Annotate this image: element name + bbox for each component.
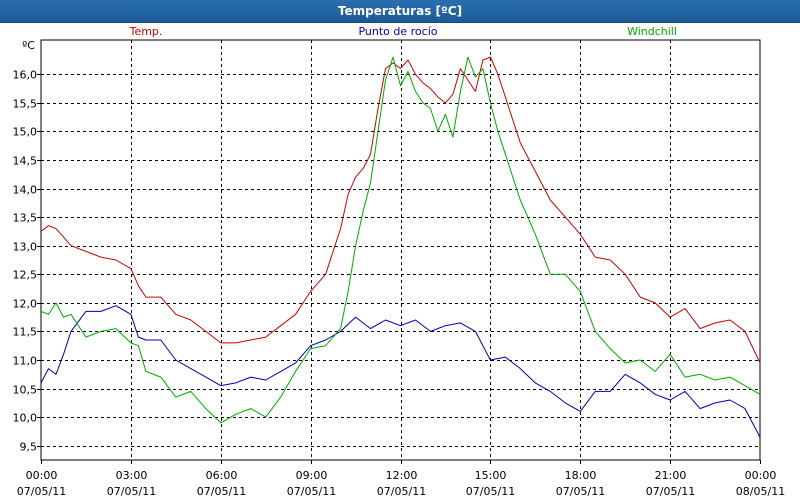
legend-item-temp-: Temp. — [129, 25, 163, 38]
y-tick-label: 12,5 — [13, 269, 38, 282]
y-tick-label: 10,5 — [13, 384, 38, 397]
y-tick-label: 13,0 — [13, 241, 38, 254]
y-tick-label: 16,0 — [13, 69, 38, 82]
y-tick-label: 13,5 — [13, 212, 38, 225]
chart-series — [40, 56, 761, 438]
y-tick-label: 15,5 — [13, 98, 38, 111]
series-line-windchill — [40, 56, 761, 424]
x-tick-time-label: 15:00 — [475, 469, 507, 482]
x-tick-time-label: 06:00 — [206, 469, 238, 482]
y-tick-label: 11,0 — [13, 355, 38, 368]
chart-axes: 9,5 10,0 10,5 11,0 11,5 12,0 12,5 13,0 13,5 14,0 1… — [13, 39, 786, 498]
chart-legend: Temp. Punto de rocío Windchill — [129, 25, 677, 38]
x-tick-time-label: 12:00 — [386, 469, 418, 482]
y-tick-label: 11,5 — [13, 326, 38, 339]
series-line-punto-de-roc-o — [40, 305, 761, 438]
x-tick-date-label: 07/05/11 — [556, 485, 605, 498]
x-tick-time-label: 18:00 — [565, 469, 597, 482]
legend-item-punto-de-roc-o: Punto de rocío — [358, 25, 437, 38]
x-tick-date-label: 07/05/11 — [646, 485, 695, 498]
x-tick-date-label: 07/05/11 — [107, 485, 156, 498]
series-line-temp- — [40, 56, 761, 364]
x-tick-time-label: 09:00 — [296, 469, 328, 482]
x-tick-date-label: 07/05/11 — [197, 485, 246, 498]
x-tick-date-label: 08/05/11 — [736, 485, 785, 498]
y-tick-label: 12,0 — [13, 298, 38, 311]
x-tick-time-label: 00:00 — [26, 469, 58, 482]
x-tick-date-label: 07/05/11 — [466, 485, 515, 498]
chart-title: Temperaturas [ºC] — [0, 0, 800, 23]
x-tick-date-label: 07/05/11 — [287, 485, 336, 498]
y-tick-label: 10,0 — [13, 412, 38, 425]
y-tick-label: 9,5 — [20, 441, 38, 454]
x-tick-time-label: 00:00 — [745, 469, 777, 482]
y-tick-label: 15,0 — [13, 126, 38, 139]
y-axis-label: ºC — [22, 39, 35, 52]
y-tick-label: 14,0 — [13, 184, 38, 197]
x-tick-date-label: 07/05/11 — [377, 485, 426, 498]
chart-grid — [41, 40, 760, 460]
x-tick-date-label: 07/05/11 — [17, 485, 66, 498]
plot-frame — [40, 39, 761, 461]
x-tick-time-label: 03:00 — [116, 469, 148, 482]
legend-item-windchill: Windchill — [627, 25, 677, 38]
y-tick-label: 14,5 — [13, 155, 38, 168]
x-tick-time-label: 21:00 — [655, 469, 687, 482]
